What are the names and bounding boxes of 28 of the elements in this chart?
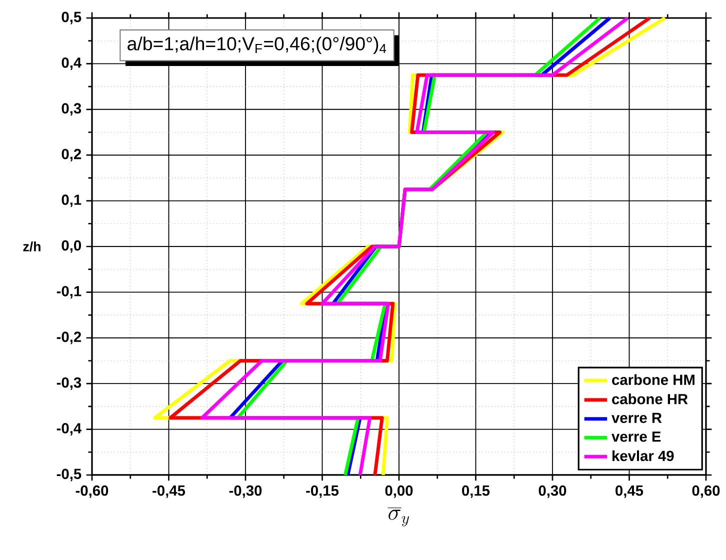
legend-label: verre E <box>612 432 661 442</box>
y-tick-label: -0,1 <box>56 286 82 298</box>
x-tick-label: 0,00 <box>385 485 413 498</box>
x-tick-label: 0,15 <box>462 485 490 498</box>
y-tick-label: -0,2 <box>56 332 82 344</box>
y-tick-label: -0,5 <box>56 468 82 482</box>
legend-label: cabone HR <box>612 394 688 404</box>
y-tick-label: 0,4 <box>62 57 82 70</box>
legend-label: carbone HM <box>612 374 694 385</box>
legend-label: kevlar 49 <box>612 450 674 462</box>
y-tick-label: 0,5 <box>62 12 82 24</box>
x-tick-label: -0,45 <box>152 485 186 498</box>
y-tick-label: 0,0 <box>62 240 81 253</box>
y-tick-label: 0,2 <box>62 148 82 162</box>
annotation: a/b=1;a/h=10;V$_{F}$=0,46;(0°/90°)$_{4}$ <box>128 36 386 54</box>
x-tick-label: 0,60 <box>692 485 720 498</box>
x-tick-label: -0,30 <box>229 485 262 498</box>
y-axis-title: z/h <box>23 242 40 252</box>
y-tick-label: -0,4 <box>56 423 82 436</box>
x-tick-label: -0,60 <box>76 485 108 498</box>
y-tick-label: 0,1 <box>62 194 82 208</box>
y-tick-label: 0,3 <box>62 103 82 116</box>
x-tick-label: 0,45 <box>616 485 644 498</box>
y-tick-label: -0,3 <box>56 377 82 390</box>
x-axis-title: $\overline{\sigma}_y$ <box>388 508 410 526</box>
x-tick-label: -0,15 <box>306 485 339 498</box>
x-tick-label: 0,30 <box>538 485 566 498</box>
legend-label: verre R <box>612 412 662 424</box>
